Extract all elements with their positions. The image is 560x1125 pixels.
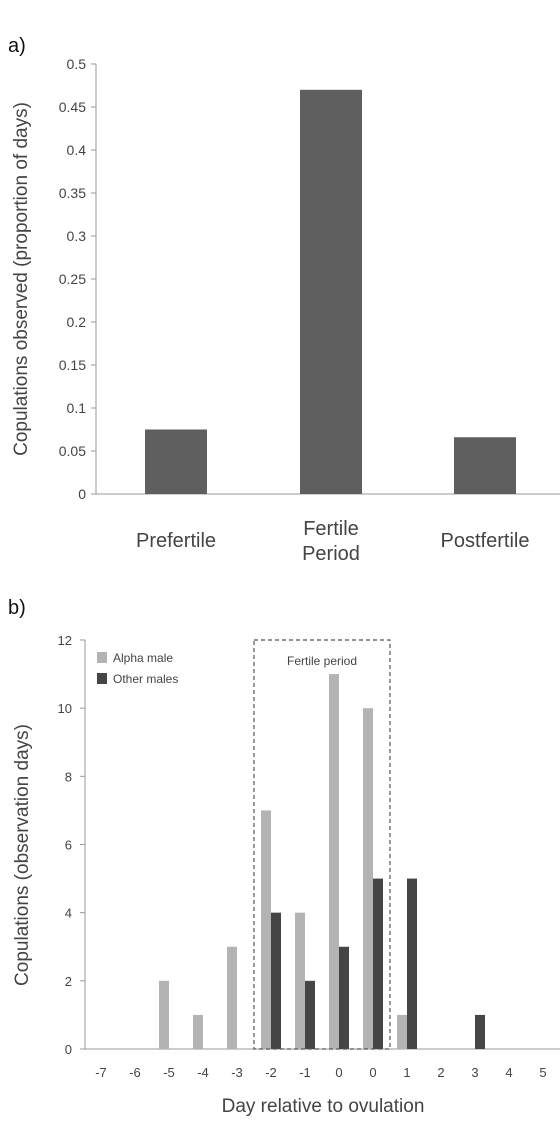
bar-b-other [475,1014,485,1049]
x-tick-label-b: -5 [163,1065,175,1080]
x-tick-label-b: -4 [197,1065,209,1080]
y-tick-label-a: 0.3 [67,228,87,244]
fertile-period-label: Fertile period [287,654,357,668]
x-tick-label-b: -6 [129,1065,141,1080]
bar-a [454,437,516,494]
x-tick-label-a: Postfertile [441,530,530,552]
x-tick-label-b: -7 [95,1065,107,1080]
panel-label-b: b) [8,597,26,619]
bars-b [159,674,485,1049]
bar-b-alpha [193,1014,203,1049]
bar-b-other [339,946,349,1049]
fertile-period-frame [253,639,391,1050]
y-tick-label-a: 0.5 [67,56,87,72]
x-tick-label-b: 4 [505,1065,512,1080]
x-tick-label-b: 0 [335,1065,342,1080]
x-tick-label-b: 5 [539,1065,546,1080]
bar-b-alpha [329,674,339,1049]
y-tick-label-b: 2 [65,974,72,989]
legend-swatch-b [97,673,107,684]
y-tick-label-a: 0.35 [59,185,86,201]
y-tick-label-b: 4 [65,906,72,921]
legend-label-b: Other males [113,672,178,686]
x-tick-label-b: 2 [437,1065,444,1080]
x-tick-label-b: 3 [471,1065,478,1080]
x-axis-label-b: Day relative to ovulation [222,1096,425,1117]
bar-b-alpha [363,708,373,1049]
x-tick-label-b: -2 [265,1065,277,1080]
y-axis-label-a: Copulations observed (proportion of days… [11,102,32,456]
chart-a: a) Copulations observed (proportion of d… [8,35,560,565]
panel-label-a: a) [8,35,26,57]
y-axis-label-b: Copulations (observation days) [12,724,33,986]
bar-b-alpha [261,810,271,1049]
bar-b-alpha [397,1014,407,1049]
x-tick-label-b: 1 [403,1065,410,1080]
y-tick-label-a: 0.4 [67,142,87,158]
x-tick-labels-b: -7 -6 -5 -4 -3 -2 -1 0 0 1 2 3 4 5 [95,1065,546,1080]
y-tick-label-b: 0 [65,1042,72,1057]
bar-a [300,89,362,495]
x-tick-label-a: Prefertile [136,530,216,552]
x-tick-label-b: -3 [231,1065,243,1080]
y-tick-label-a: 0.15 [59,357,86,373]
y-axis-a: 0 0.05 0.1 0.15 0.2 0.25 0.3 0.35 0.4 0.45 0.5 [59,56,560,502]
bar-b-alpha [159,980,169,1049]
y-tick-label-a: 0.1 [67,400,87,416]
y-tick-label-b: 6 [65,838,72,853]
bars-a [145,89,516,495]
bar-b-alpha [295,912,305,1049]
y-tick-label-b: 12 [58,633,72,648]
bar-a [145,429,207,494]
x-tick-label-a: Fertile Period [302,518,360,565]
bar-b-other [373,878,383,1049]
bar-b-other [271,912,281,1049]
y-tick-label-a: 0.25 [59,271,86,287]
bar-b-other [305,980,315,1049]
x-tick-label-b: 0 [369,1065,376,1080]
y-tick-label-a: 0.2 [67,314,87,330]
y-tick-label-a: 0.45 [59,99,86,115]
y-tick-label-b: 8 [65,769,72,784]
y-tick-label-a: 0.05 [59,443,86,459]
legend-b: Alpha male Other males [97,651,178,686]
legend-label-b: Alpha male [113,651,173,665]
chart-b: b) Copulations (observation days) 0 2 4 6 8 1… [8,597,560,1117]
bar-b-other [407,878,417,1049]
x-tick-labels-a: Prefertile Fertile Period Postfertile [136,518,529,565]
fertile-period-box: Fertile period [253,639,391,1050]
legend-swatch-b [97,652,107,663]
bar-b-alpha [227,946,237,1049]
y-tick-label-a: 0 [78,486,86,502]
y-tick-label-b: 10 [58,701,72,716]
x-tick-label-b: -1 [299,1065,311,1080]
